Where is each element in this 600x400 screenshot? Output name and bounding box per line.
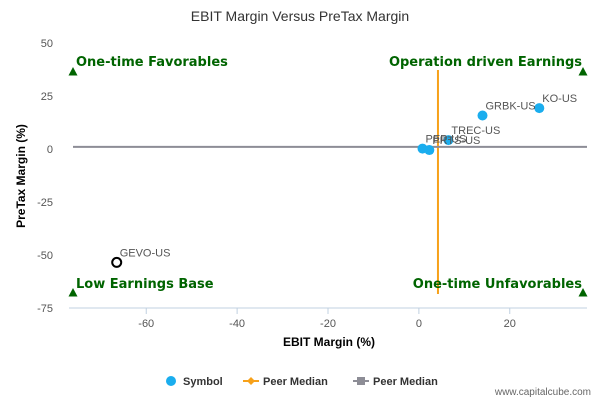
x-axis-title: EBIT Margin (%) <box>283 335 375 349</box>
legend[interactable]: Symbol Peer Median Peer Median <box>166 376 438 388</box>
plot-area: -60 -40 -20 0 20 50 25 0 -25 -50 -75 One-time Favor… <box>37 38 588 330</box>
data-point-gevo-us[interactable] <box>111 256 123 268</box>
quadrant-marker-icon <box>578 67 588 76</box>
data-point-trec-us[interactable] <box>443 135 454 146</box>
legend-symbol-icon <box>166 376 176 386</box>
quadrant-label-bottom-left: Low Earnings Base <box>76 277 214 292</box>
y-tick-label: -50 <box>37 250 53 262</box>
quadrant-marker-icon <box>68 288 78 297</box>
y-axis-title: PreTax Margin (%) <box>14 124 28 228</box>
y-tick-label: 0 <box>47 144 53 156</box>
credit-text: www.capitalcube.com <box>494 387 591 398</box>
quadrant-label-bottom-right: One-time Unfavorables <box>413 277 582 292</box>
y-tick-label: 25 <box>41 91 53 103</box>
quadrant-label-top-left: One-time Favorables <box>76 55 228 70</box>
point-label-prts-us: PRTS-US <box>432 135 480 147</box>
x-tick-label: 0 <box>416 318 422 330</box>
y-tick-label: -75 <box>37 303 53 315</box>
legend-item-label[interactable]: Peer Median <box>263 376 328 388</box>
legend-item-label[interactable]: Peer Median <box>373 376 438 388</box>
data-point-grbk-us[interactable] <box>477 110 488 121</box>
x-tick-label: -40 <box>229 318 245 330</box>
legend-diamond-icon <box>247 377 255 385</box>
point-label-grbk-us: GRBK-US <box>485 101 535 113</box>
legend-square-icon <box>357 377 365 385</box>
legend-item-label[interactable]: Symbol <box>183 376 223 388</box>
y-tick-label: 50 <box>41 38 53 50</box>
point-label-gevo-us: GEVO-US <box>120 247 171 259</box>
chart-title: EBIT Margin Versus PreTax Margin <box>191 8 409 24</box>
x-tick-label: -20 <box>320 318 336 330</box>
x-tick-label: 20 <box>504 318 516 330</box>
point-label-pep-us: PEP-US <box>426 134 467 146</box>
quadrant-label-top-right: Operation driven Earnings <box>389 55 582 70</box>
y-tick-label: -25 <box>37 197 53 209</box>
quadrant-marker-icon <box>578 288 588 297</box>
point-label-ko-us: KO-US <box>542 93 577 105</box>
x-tick-label: -60 <box>138 318 154 330</box>
data-point-ko-us[interactable] <box>534 103 545 114</box>
point-label-trec-us: TREC-US <box>451 125 500 137</box>
data-point-prts-us[interactable] <box>424 145 435 156</box>
quadrant-marker-icon <box>68 67 78 76</box>
